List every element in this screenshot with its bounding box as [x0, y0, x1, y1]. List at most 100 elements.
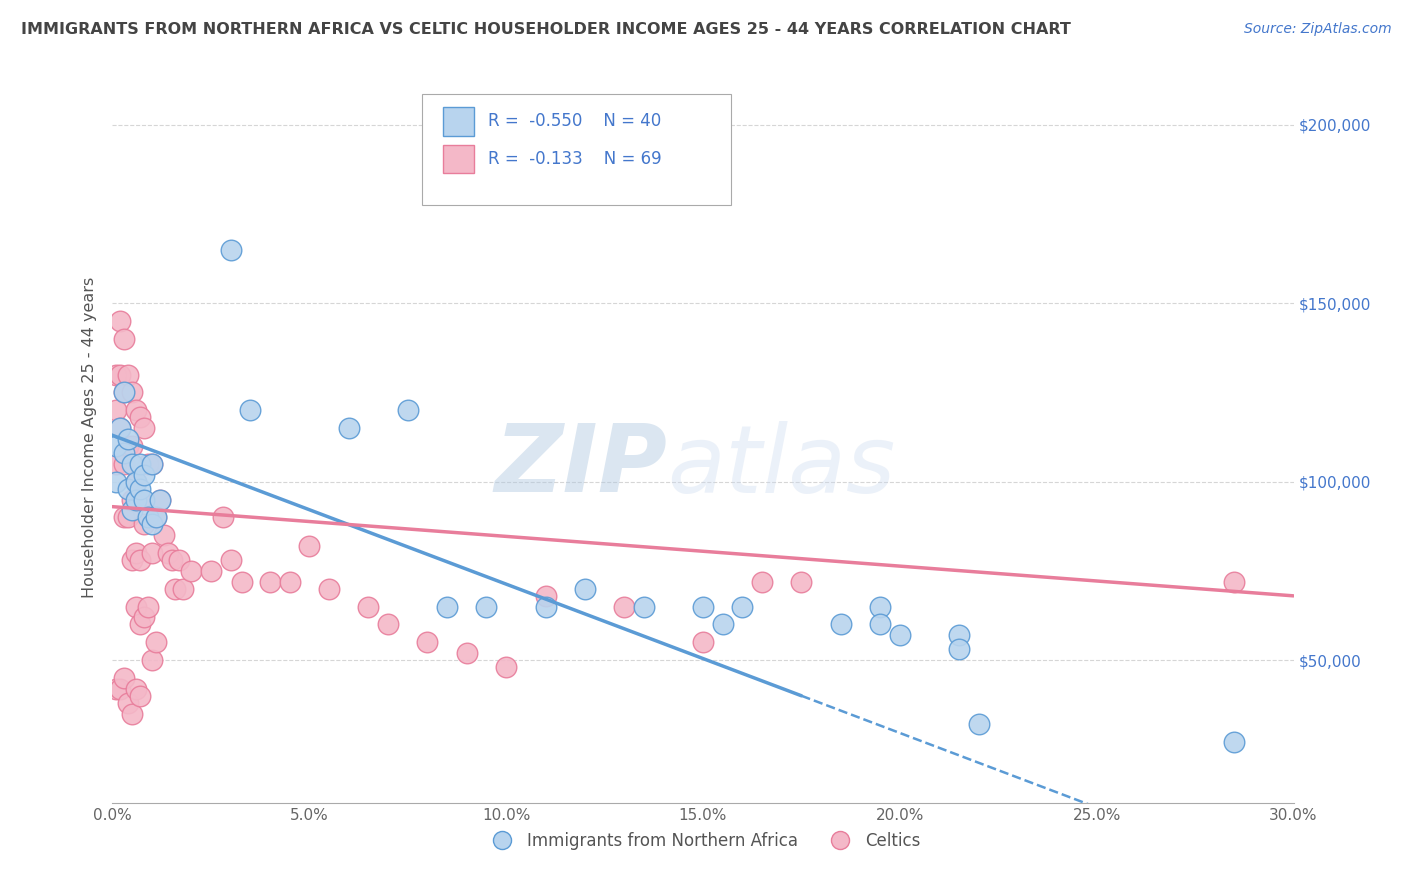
Point — [692, 635, 714, 649]
Point — [337, 421, 360, 435]
Point — [105, 457, 128, 471]
Point — [121, 492, 143, 507]
Point — [121, 457, 143, 471]
Point — [869, 599, 891, 614]
Point — [132, 467, 155, 482]
Point — [231, 574, 253, 589]
Point — [830, 617, 852, 632]
Point — [889, 628, 911, 642]
Point — [967, 717, 990, 731]
Y-axis label: Householder Income Ages 25 - 44 years: Householder Income Ages 25 - 44 years — [82, 277, 97, 598]
Point — [125, 475, 148, 489]
Point — [129, 410, 152, 425]
Point — [110, 421, 132, 435]
Point — [125, 681, 148, 696]
Point — [121, 385, 143, 400]
Point — [377, 617, 399, 632]
Point — [136, 510, 159, 524]
Point — [574, 582, 596, 596]
Point — [129, 689, 152, 703]
Point — [136, 457, 159, 471]
Point — [152, 528, 174, 542]
Point — [259, 574, 281, 589]
Point — [219, 243, 242, 257]
Point — [117, 696, 139, 710]
Text: Source: ZipAtlas.com: Source: ZipAtlas.com — [1244, 22, 1392, 37]
Point — [125, 599, 148, 614]
Point — [278, 574, 301, 589]
Point — [219, 553, 242, 567]
Point — [149, 492, 172, 507]
Point — [141, 517, 163, 532]
Point — [145, 510, 167, 524]
Point — [121, 439, 143, 453]
Point — [112, 671, 135, 685]
Point — [125, 475, 148, 489]
Point — [112, 510, 135, 524]
Point — [869, 617, 891, 632]
Point — [357, 599, 380, 614]
Point — [141, 457, 163, 471]
Point — [112, 332, 135, 346]
Point — [112, 457, 135, 471]
Point — [132, 492, 155, 507]
Point — [731, 599, 754, 614]
Point — [396, 403, 419, 417]
Point — [129, 482, 152, 496]
Point — [110, 368, 132, 382]
Point — [172, 582, 194, 596]
Point — [105, 368, 128, 382]
Point — [633, 599, 655, 614]
Point — [298, 539, 321, 553]
Point — [211, 510, 233, 524]
Point — [129, 553, 152, 567]
Point — [436, 599, 458, 614]
Point — [160, 553, 183, 567]
Text: IMMIGRANTS FROM NORTHERN AFRICA VS CELTIC HOUSEHOLDER INCOME AGES 25 - 44 YEARS : IMMIGRANTS FROM NORTHERN AFRICA VS CELTI… — [21, 22, 1071, 37]
Point — [129, 617, 152, 632]
Point — [948, 642, 970, 657]
Point — [129, 457, 152, 471]
Text: R =  -0.133    N = 69: R = -0.133 N = 69 — [488, 150, 661, 168]
Point — [141, 457, 163, 471]
Point — [121, 706, 143, 721]
Text: atlas: atlas — [668, 421, 896, 512]
Point — [145, 510, 167, 524]
Point — [239, 403, 262, 417]
Point — [125, 403, 148, 417]
Point — [416, 635, 439, 649]
Point — [318, 582, 340, 596]
Point — [136, 599, 159, 614]
Point — [112, 446, 135, 460]
Point — [112, 385, 135, 400]
Point — [495, 660, 517, 674]
Point — [751, 574, 773, 589]
Point — [149, 492, 172, 507]
Point — [105, 403, 128, 417]
Point — [711, 617, 734, 632]
Point — [141, 546, 163, 560]
Point — [145, 635, 167, 649]
Point — [1223, 735, 1246, 749]
Point — [948, 628, 970, 642]
Point — [112, 385, 135, 400]
Point — [141, 653, 163, 667]
Point — [117, 439, 139, 453]
Legend: Immigrants from Northern Africa, Celtics: Immigrants from Northern Africa, Celtics — [479, 825, 927, 856]
Point — [180, 564, 202, 578]
Point — [1223, 574, 1246, 589]
Text: ZIP: ZIP — [495, 420, 668, 512]
Point — [534, 589, 557, 603]
Point — [475, 599, 498, 614]
Point — [534, 599, 557, 614]
Point — [156, 546, 179, 560]
Text: R =  -0.550    N = 40: R = -0.550 N = 40 — [488, 112, 661, 130]
Point — [117, 368, 139, 382]
Point — [456, 646, 478, 660]
Point — [613, 599, 636, 614]
Point — [125, 492, 148, 507]
Point — [132, 610, 155, 624]
Point — [117, 482, 139, 496]
Point — [110, 421, 132, 435]
Point — [132, 421, 155, 435]
